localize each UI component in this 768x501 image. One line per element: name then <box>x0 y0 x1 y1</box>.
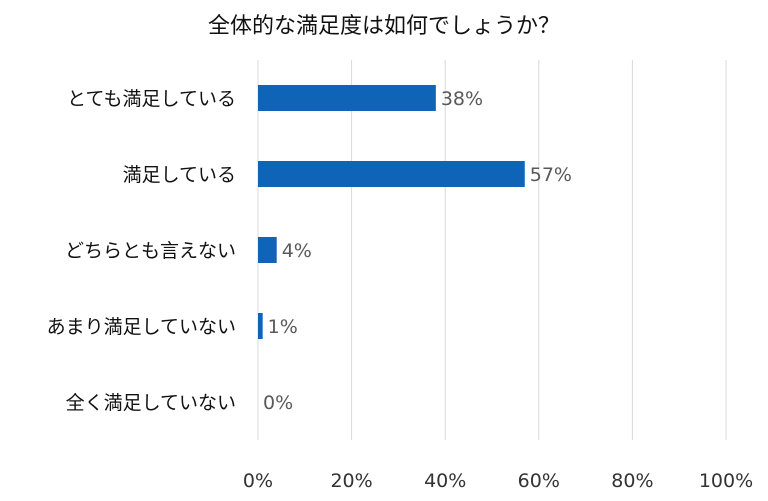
x-tick-label: 40% <box>424 470 466 492</box>
category-label: あまり満足していない <box>47 316 236 338</box>
data-label: 4% <box>282 240 312 262</box>
bar <box>258 85 436 111</box>
data-label: 0% <box>263 392 293 414</box>
x-tick-label: 100% <box>699 470 753 492</box>
bar <box>258 313 263 339</box>
chart-title: 全体的な満足度は如何でしょうか？ <box>207 14 560 39</box>
category-label: 満足している <box>123 164 236 186</box>
gridlines <box>257 60 727 440</box>
category-labels: とても満足している満足しているどちらとも言えないあまり満足していない全く満足して… <box>47 88 236 414</box>
category-label: どちらとも言えない <box>65 240 236 262</box>
category-label: とても満足している <box>67 88 236 110</box>
x-tick-label: 0% <box>243 470 273 492</box>
data-label: 1% <box>268 316 298 338</box>
x-tick-label: 80% <box>611 470 653 492</box>
category-label: 全く満足していない <box>66 392 236 414</box>
bar <box>258 237 277 263</box>
data-label: 57% <box>530 164 572 186</box>
data-label: 38% <box>441 88 483 110</box>
bar <box>258 161 525 187</box>
x-tick-label: 20% <box>330 470 372 492</box>
bars <box>258 85 525 339</box>
value-labels: 38% 57% 4% 1% 0% <box>263 88 572 414</box>
x-tick-labels: 0% 20% 40% 60% 80% 100% <box>243 470 753 492</box>
x-tick-label: 60% <box>518 470 560 492</box>
